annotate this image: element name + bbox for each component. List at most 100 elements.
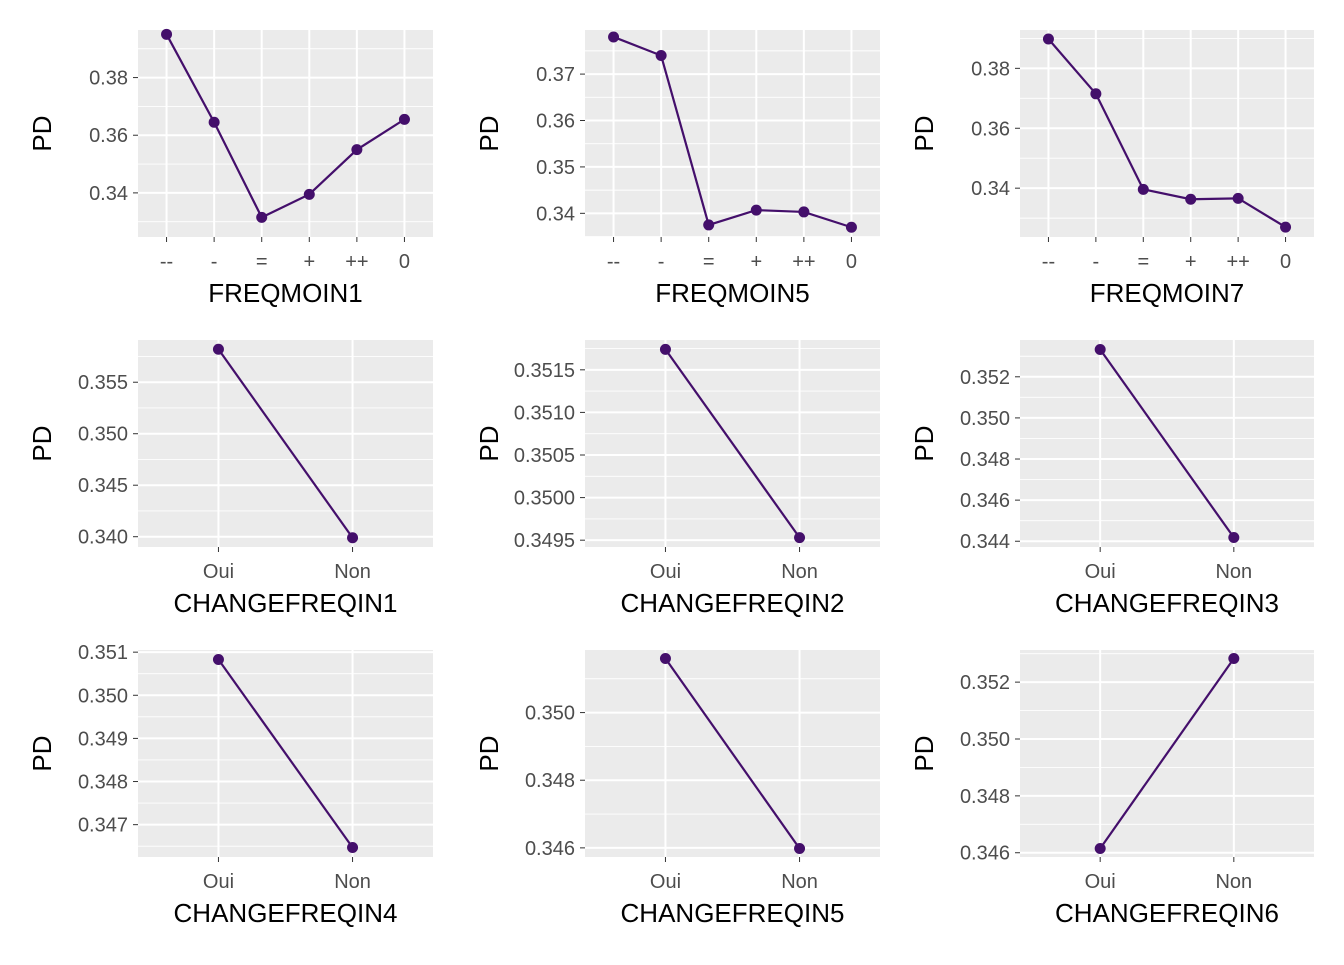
chart-panel-8: 0.346 0.348 0.350 Oui Non CHANGEFREQIN5 PD [474,650,880,928]
x-tick-label: Oui [203,561,234,583]
x-tick-label: Oui [203,871,234,893]
series-line [165,33,406,219]
plot-background [1020,30,1314,237]
y-tick-label: 0.351 [78,642,128,664]
x-axis-title: FREQMOIN7 [1090,278,1245,308]
data-point [794,843,806,855]
y-tick-label: 0.34 [536,203,575,225]
x-tick-label: ++ [792,251,815,273]
y-axis-title: PD [27,425,57,461]
data-point [398,113,410,125]
x-tick-label: Non [334,871,371,893]
data-point [750,204,762,216]
series-line [1099,348,1235,539]
y-axis-title: PD [474,425,504,461]
data-point [703,219,715,231]
y-tick-label: 0.344 [960,531,1010,553]
data-point [1228,532,1240,544]
x-tick-label: Oui [1085,561,1116,583]
chart-panel-6: 0.344 0.346 0.348 0.350 0.352 Oui Non CHANGEFRE… [909,340,1314,618]
y-tick-label: 0.350 [960,408,1010,430]
y-tick-label: 0.348 [525,770,575,792]
y-tick-label: 0.34 [89,183,128,205]
y-tick-label: 0.345 [78,475,128,497]
x-tick-label: Non [1215,871,1252,893]
x-tick-label: Oui [1085,871,1116,893]
y-tick-label: 0.3515 [514,360,575,382]
data-point [659,652,671,664]
data-point [161,28,173,40]
chart-panel-9: 0.346 0.348 0.350 0.352 Oui Non CHANGEFREQIN6 P… [909,650,1314,928]
x-tick-label: ++ [1226,251,1249,273]
data-point [1090,88,1102,100]
y-axis-title: PD [474,115,504,151]
x-tick-label: Oui [650,561,681,583]
y-tick-label: 0.346 [960,490,1010,512]
data-point [256,211,268,223]
y-axis-title: PD [909,115,939,151]
y-tick-label: 0.349 [78,728,128,750]
data-point [303,188,315,200]
y-tick-label: 0.348 [960,786,1010,808]
data-point [347,842,359,854]
y-tick-label: 0.350 [960,729,1010,751]
y-tick-label: 0.355 [78,372,128,394]
data-point [347,532,359,544]
y-tick-label: 0.36 [971,118,1010,140]
data-point [1232,192,1244,204]
data-point [351,144,363,156]
data-point [1094,842,1106,854]
y-axis-title: PD [27,115,57,151]
data-point [212,343,224,355]
y-axis-title: PD [909,735,939,771]
y-tick-label: 0.36 [536,111,575,133]
y-tick-label: 0.348 [78,772,128,794]
x-tick-label: -- [160,251,173,273]
data-point [659,343,671,355]
data-point [794,532,806,544]
x-axis-title: FREQMOIN5 [655,278,810,308]
y-tick-label: 0.3500 [514,488,575,510]
data-point [1094,343,1106,355]
y-tick-label: 0.352 [960,672,1010,694]
x-tick-label: ++ [345,251,368,273]
x-tick-label: - [211,251,218,273]
x-tick-label: - [658,251,665,273]
x-axis-title: CHANGEFREQIN4 [174,898,398,928]
y-tick-label: 0.348 [960,449,1010,471]
series-line [217,348,354,539]
x-axis-title: CHANGEFREQIN2 [621,588,845,618]
y-axis-title: PD [474,735,504,771]
data-point [1228,653,1240,665]
y-tick-label: 0.350 [78,685,128,707]
y-tick-label: 0.36 [89,125,128,147]
x-axis-title: CHANGEFREQIN1 [174,588,398,618]
data-point [1137,183,1149,195]
x-tick-label: -- [1042,251,1055,273]
y-tick-label: 0.347 [78,815,128,837]
x-tick-label: = [1137,251,1149,273]
y-axis-title: PD [27,735,57,771]
data-point [608,31,620,43]
y-tick-label: 0.35 [536,157,575,179]
series-line [613,35,852,229]
series-line [1047,38,1287,229]
data-point [1185,193,1197,205]
y-tick-label: 0.346 [960,843,1010,865]
y-tick-label: 0.3510 [514,402,575,424]
x-tick-label: + [750,251,762,273]
x-axis-title: CHANGEFREQIN3 [1055,588,1279,618]
y-tick-label: 0.3495 [514,530,575,552]
x-axis-title: CHANGEFREQIN5 [621,898,845,928]
data-point [1042,33,1054,45]
x-tick-label: 0 [399,251,410,273]
y-tick-label: 0.350 [525,703,575,725]
series-line [664,348,801,539]
y-tick-label: 0.34 [971,178,1010,200]
data-point [798,206,810,218]
x-axis-title: CHANGEFREQIN6 [1055,898,1279,928]
